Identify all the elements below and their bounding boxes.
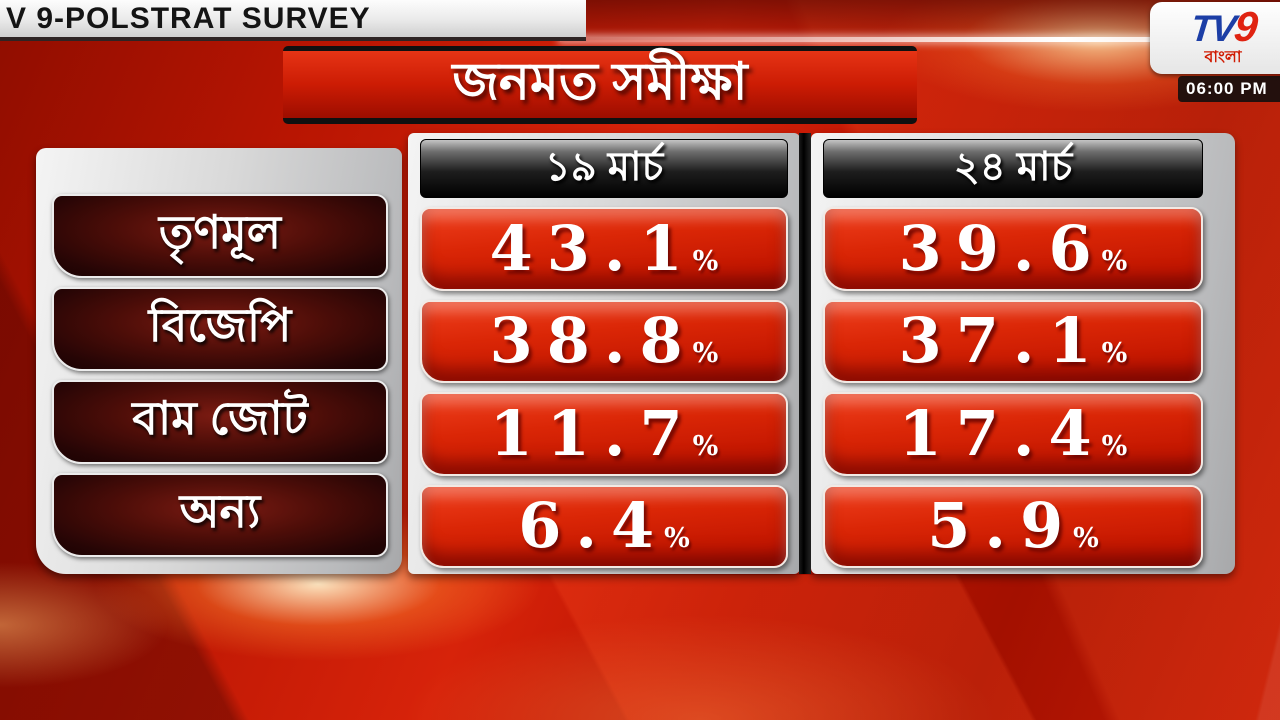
column-march-24: ২৪ মার্চ 39.6% 37.1% 17.4% 5.9% bbox=[811, 133, 1235, 574]
value-number: 43.1 bbox=[489, 211, 697, 285]
logo-tv-part: TV bbox=[1188, 8, 1237, 49]
value-number: 37.1 bbox=[898, 304, 1106, 378]
column-header-march-19: ১৯ মার্চ bbox=[420, 139, 788, 198]
time-display: 06:00 PM bbox=[1178, 76, 1280, 102]
value-cell: 11.7% bbox=[420, 392, 788, 476]
value-number: 6.4 bbox=[518, 489, 669, 563]
value-number: 38.8 bbox=[489, 304, 697, 378]
value-number: 39.6 bbox=[898, 211, 1106, 285]
percent-sign: % bbox=[1101, 338, 1128, 369]
ticker-text: V 9-POLSTRAT SURVEY bbox=[6, 1, 371, 35]
background-bottom-shapes bbox=[0, 575, 1280, 720]
title-banner: জনমত সমীক্ষা bbox=[283, 46, 917, 124]
value-number: 11.7 bbox=[489, 396, 697, 470]
party-label: বিজেপি bbox=[52, 287, 388, 371]
value-cell: 5.9% bbox=[823, 484, 1203, 568]
value-number: 5.9 bbox=[927, 489, 1078, 563]
value-cell: 37.1% bbox=[823, 299, 1203, 383]
percent-sign: % bbox=[692, 245, 719, 277]
party-label-column: তৃণমূল বিজেপি বাম জোট অন্য bbox=[36, 148, 402, 574]
percent-sign: % bbox=[1101, 430, 1128, 462]
tv9-logo: TV9 বাংলা bbox=[1150, 2, 1280, 74]
value-cell: 6.4% bbox=[420, 484, 788, 568]
column-header-march-24: ২৪ মার্চ bbox=[823, 139, 1203, 198]
value-cell: 17.4% bbox=[823, 392, 1203, 476]
party-label: অন্য bbox=[52, 473, 388, 557]
column-divider bbox=[799, 133, 811, 574]
tv9-logo-text: TV9 bbox=[1188, 3, 1257, 50]
page-title: জনমত সমীক্ষা bbox=[452, 53, 748, 111]
value-cell: 43.1% bbox=[420, 207, 788, 291]
column-march-19: ১৯ মার্চ 43.1% 38.8% 11.7% 6.4% bbox=[408, 133, 800, 574]
value-cell: 39.6% bbox=[823, 207, 1203, 291]
percent-sign: % bbox=[664, 523, 690, 554]
percent-sign: % bbox=[1073, 523, 1099, 554]
percent-sign: % bbox=[1101, 245, 1128, 277]
light-streak bbox=[560, 37, 1280, 42]
percent-sign: % bbox=[692, 338, 719, 369]
logo-language-label: বাংলা bbox=[1204, 49, 1242, 66]
percent-sign: % bbox=[692, 430, 719, 462]
value-cell: 38.8% bbox=[420, 299, 788, 383]
value-number: 17.4 bbox=[898, 396, 1106, 470]
logo-9-part: 9 bbox=[1231, 3, 1258, 50]
party-label: তৃণমূল bbox=[52, 194, 388, 278]
party-label: বাম জোট bbox=[52, 380, 388, 464]
ticker-bar: V 9-POLSTRAT SURVEY bbox=[0, 0, 586, 41]
